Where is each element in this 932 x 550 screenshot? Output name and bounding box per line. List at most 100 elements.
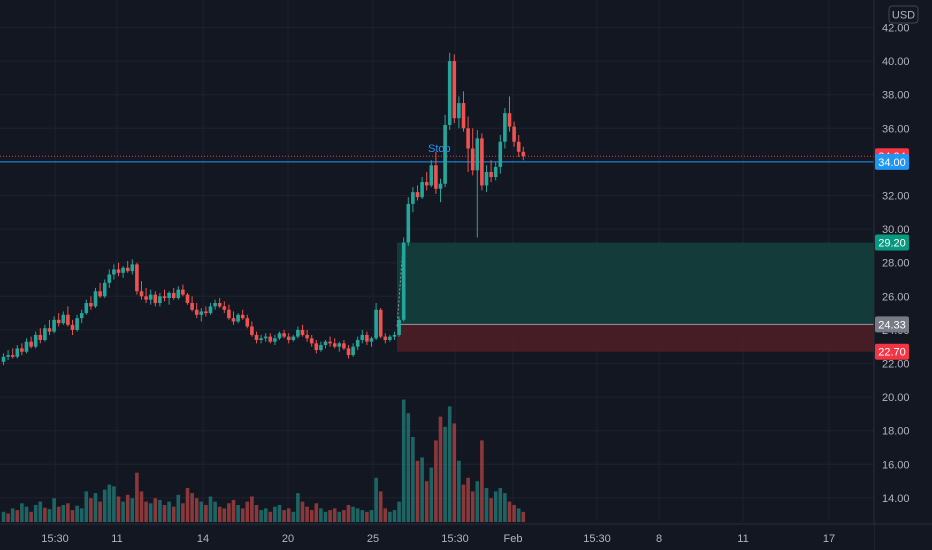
candle-body	[102, 282, 107, 297]
volume-bar	[15, 510, 20, 522]
candle-body	[457, 103, 461, 119]
price-tag-entry	[875, 316, 909, 333]
candle-body	[66, 314, 70, 325]
price-tick-label: 30.00	[882, 224, 910, 236]
stop-annotation: Stop	[428, 143, 451, 155]
candle-body	[130, 264, 135, 272]
volume-bar	[411, 437, 415, 522]
candle-body	[277, 333, 282, 339]
time-tick-label: 15:30	[41, 533, 69, 545]
time-axis[interactable]: 15:30 11 14 20 25 15:30 Feb 15:30 8 11 17	[41, 533, 835, 545]
candle-body	[231, 318, 236, 322]
candle-body	[213, 303, 217, 307]
candle-body	[75, 318, 79, 330]
volume-bar	[250, 496, 254, 522]
candle-body	[135, 264, 139, 292]
volume-bar	[33, 505, 38, 522]
volume-bar	[93, 493, 98, 522]
candle-body	[406, 203, 411, 243]
volume-bar	[268, 511, 273, 522]
candle-body	[332, 343, 337, 347]
candle-body	[516, 141, 521, 152]
candle-body	[208, 306, 213, 314]
candle-body	[199, 311, 204, 315]
candle-body	[107, 274, 112, 283]
candle-body	[181, 289, 185, 295]
volume-bar	[162, 505, 167, 522]
price-axis-panel[interactable]	[874, 0, 932, 522]
volume-bar	[75, 505, 79, 522]
price-tag-label: 24.33	[878, 319, 906, 331]
volume-bar	[365, 511, 369, 522]
price-tick-label: 32.00	[882, 191, 910, 203]
volume-bar	[346, 505, 351, 522]
candle-body	[52, 319, 56, 332]
volume-bar	[406, 413, 411, 522]
candle-body	[236, 314, 240, 322]
candle-body	[475, 138, 480, 171]
volume-bar	[20, 503, 24, 522]
candle-body	[89, 303, 93, 307]
candle-body	[153, 294, 158, 304]
candle-body	[392, 334, 397, 337]
volume-bar	[305, 506, 309, 522]
volume-bar	[383, 508, 388, 522]
volume-bar	[70, 510, 75, 522]
volume-bar	[43, 507, 47, 522]
volume-bar	[466, 477, 470, 522]
price-tick-label: 22.00	[882, 359, 910, 371]
candle-body	[282, 333, 286, 337]
volume-bar	[286, 508, 291, 522]
candle-body	[204, 311, 208, 314]
candle-body	[374, 309, 378, 339]
volume-bar	[259, 510, 263, 522]
volume-bar	[388, 511, 392, 522]
candle-body	[254, 334, 259, 340]
candle-body	[397, 319, 401, 335]
volume-bar	[291, 511, 296, 522]
candle-body	[171, 292, 176, 298]
level-lines	[0, 155, 874, 163]
candle-body	[116, 269, 121, 273]
volume-bar	[521, 511, 526, 522]
volume-bar	[314, 503, 319, 522]
volume-bar	[167, 501, 171, 522]
volume-bar	[447, 406, 452, 522]
candle-body	[355, 339, 360, 347]
candle-body	[33, 334, 38, 347]
volume-bar	[158, 499, 162, 522]
volume-bar	[107, 484, 112, 522]
volume-bar	[397, 501, 401, 522]
target-zone	[397, 242, 874, 325]
candle-body	[222, 306, 227, 310]
candle-body	[512, 126, 516, 142]
candle-body	[217, 303, 222, 307]
volume-bar	[185, 488, 190, 522]
volume-bar	[89, 498, 93, 522]
candle-body	[190, 303, 194, 310]
volume-bar	[148, 503, 153, 522]
candle-body	[521, 151, 526, 157]
volume-bar	[516, 508, 521, 522]
volume-bar	[24, 506, 29, 522]
volume-bar	[171, 506, 176, 522]
candle-body	[503, 113, 507, 142]
candle-body	[415, 192, 420, 198]
candle-body	[342, 343, 346, 349]
volume-bar	[217, 506, 222, 522]
volume-bar	[231, 499, 236, 522]
time-axis-panel[interactable]	[0, 524, 874, 550]
price-axis[interactable]: 42.0040.0038.0036.0034.0032.0030.0028.00…	[882, 23, 910, 505]
candle-body	[411, 192, 415, 204]
candle-body	[93, 291, 98, 307]
volume-bars	[1, 399, 526, 522]
volume-bar	[236, 505, 240, 522]
candle-body	[125, 267, 130, 272]
volume-bar	[392, 510, 397, 522]
candle-body	[245, 318, 250, 327]
currency-label[interactable]: USD	[892, 10, 915, 22]
candle-body	[470, 148, 475, 171]
volume-bar	[378, 491, 383, 522]
